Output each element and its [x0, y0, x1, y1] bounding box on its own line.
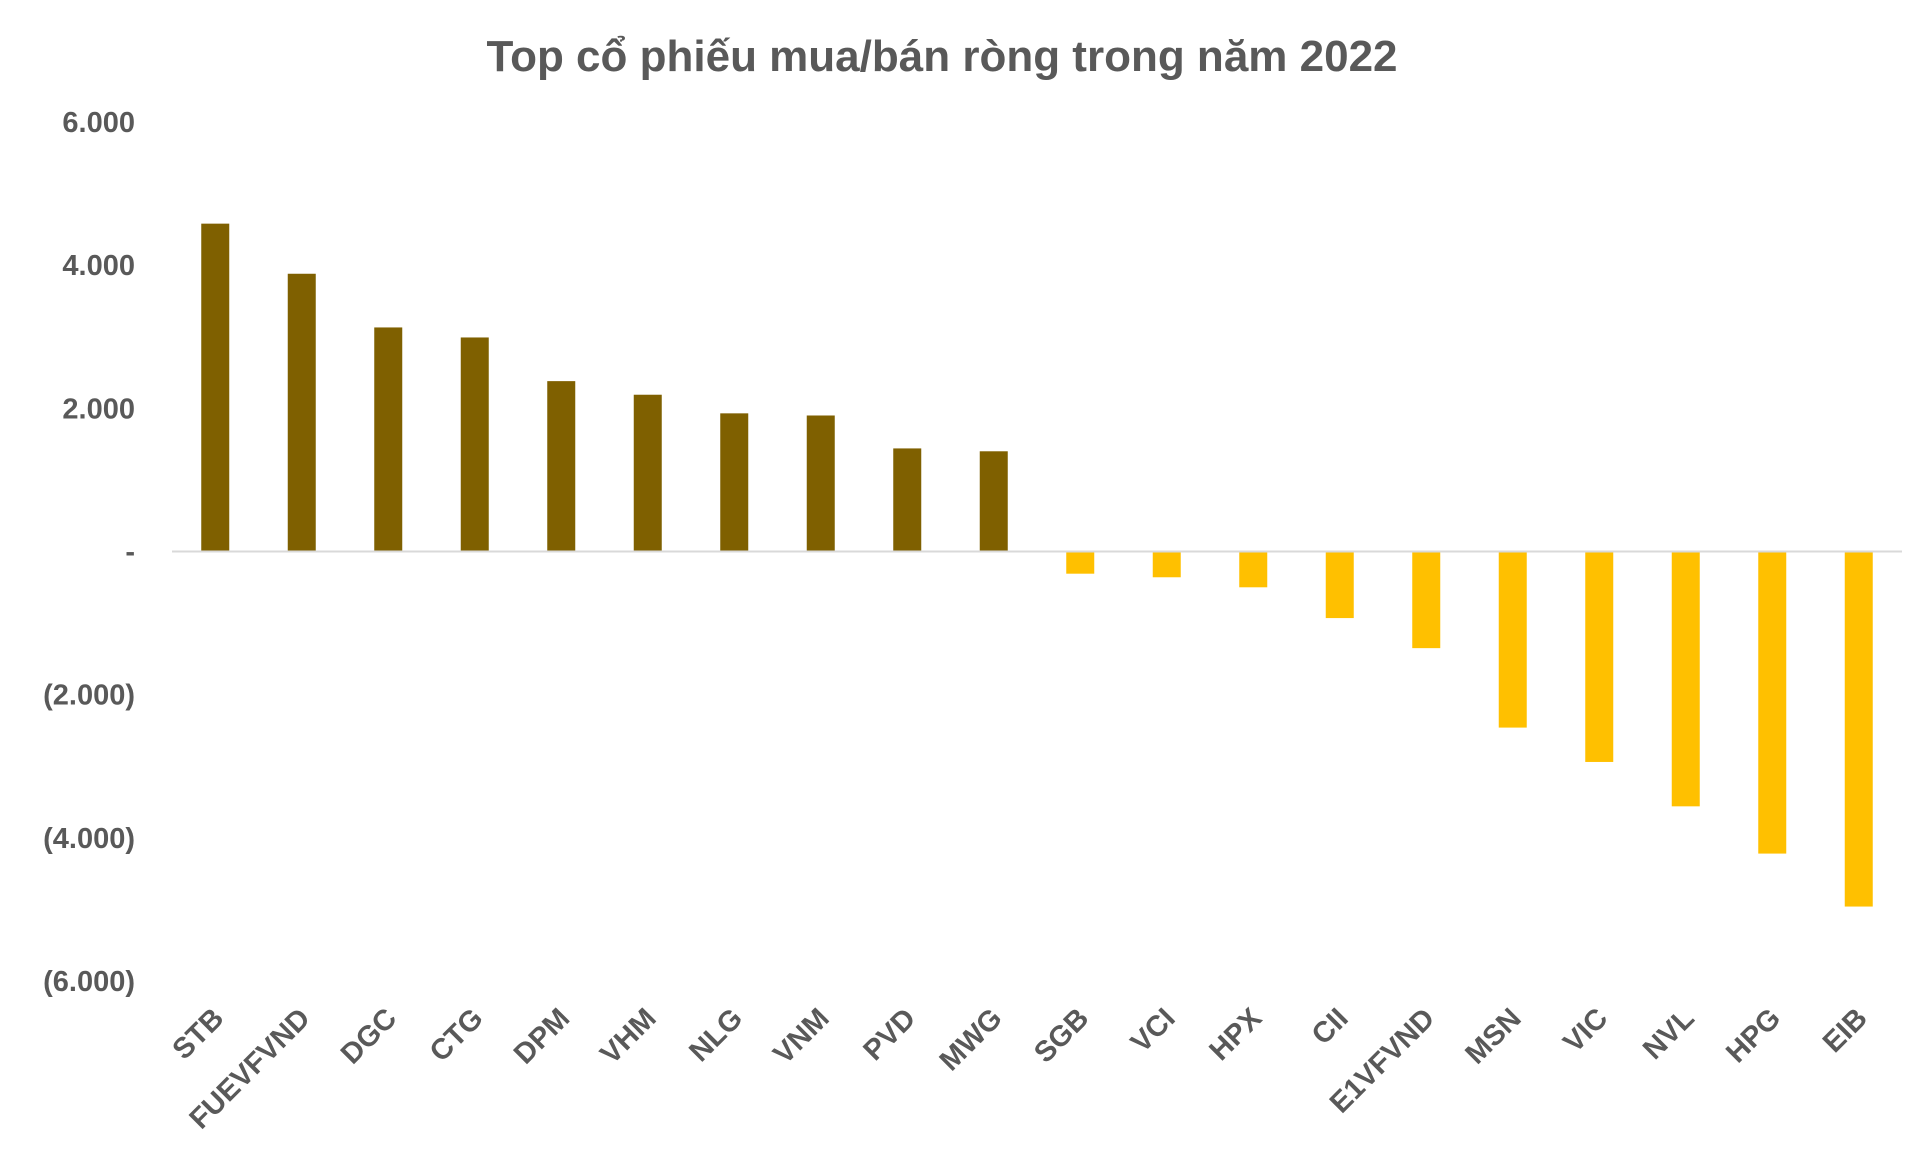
y-tick-label: 2.000 — [62, 393, 135, 425]
x-tick-label: NLG — [683, 1002, 749, 1068]
y-axis-ticks: 6.000 4.000 2.000 - (2.000) (4.000) (6.000) — [43, 107, 135, 998]
x-tick-label: DPM — [508, 1002, 576, 1070]
bar-vnm — [806, 415, 835, 552]
bar-stb — [201, 223, 230, 552]
bar-dpm — [547, 381, 576, 552]
bar-nvl — [1671, 551, 1700, 807]
bar-hpx — [1239, 551, 1268, 588]
y-tick-label: (6.000) — [43, 966, 135, 998]
bar-pvd — [893, 448, 922, 552]
x-tick-label: MWG — [934, 1002, 1009, 1077]
bar-vci — [1152, 551, 1181, 578]
x-tick-label: HPX — [1203, 1002, 1268, 1067]
x-tick-label: HPG — [1720, 1002, 1787, 1069]
x-tick-label: MSN — [1459, 1002, 1527, 1070]
bar-nlg — [720, 413, 749, 552]
bar-cii — [1325, 551, 1354, 619]
y-tick-label: (4.000) — [43, 823, 135, 855]
x-tick-label: CII — [1306, 1002, 1355, 1051]
x-tick-label: CTG — [424, 1002, 490, 1068]
x-tick-label: VNM — [767, 1002, 835, 1070]
x-tick-label: EIB — [1817, 1002, 1874, 1059]
bar-fuevfvnd — [287, 273, 316, 552]
x-tick-label: NVL — [1637, 1002, 1701, 1066]
chart-title: Top cổ phiếu mua/bán ròng trong năm 2022 — [486, 32, 1397, 81]
x-tick-label: VHM — [594, 1002, 662, 1070]
x-tick-label: VCI — [1125, 1002, 1182, 1059]
bar-msn — [1498, 551, 1527, 728]
bar-sgb — [1066, 551, 1095, 574]
x-tick-label: PVD — [857, 1002, 922, 1067]
x-tick-label: DGC — [335, 1002, 403, 1070]
bar-vhm — [633, 394, 662, 552]
y-tick-label: (2.000) — [43, 680, 135, 712]
y-tick-label: 4.000 — [62, 250, 135, 282]
bar-ctg — [460, 337, 489, 552]
bar-e1vfvnd — [1412, 551, 1441, 649]
bars — [201, 223, 1873, 907]
bar-mwg — [979, 451, 1008, 552]
bar-eib — [1844, 551, 1873, 907]
x-tick-label: STB — [167, 1002, 231, 1066]
x-tick-label: SGB — [1028, 1002, 1095, 1069]
x-tick-label: VIC — [1557, 1002, 1614, 1059]
y-tick-label: - — [125, 537, 135, 569]
bar-vic — [1585, 551, 1614, 762]
bar-dgc — [374, 327, 403, 552]
y-tick-label: 6.000 — [62, 107, 135, 139]
bar-hpg — [1758, 551, 1787, 854]
